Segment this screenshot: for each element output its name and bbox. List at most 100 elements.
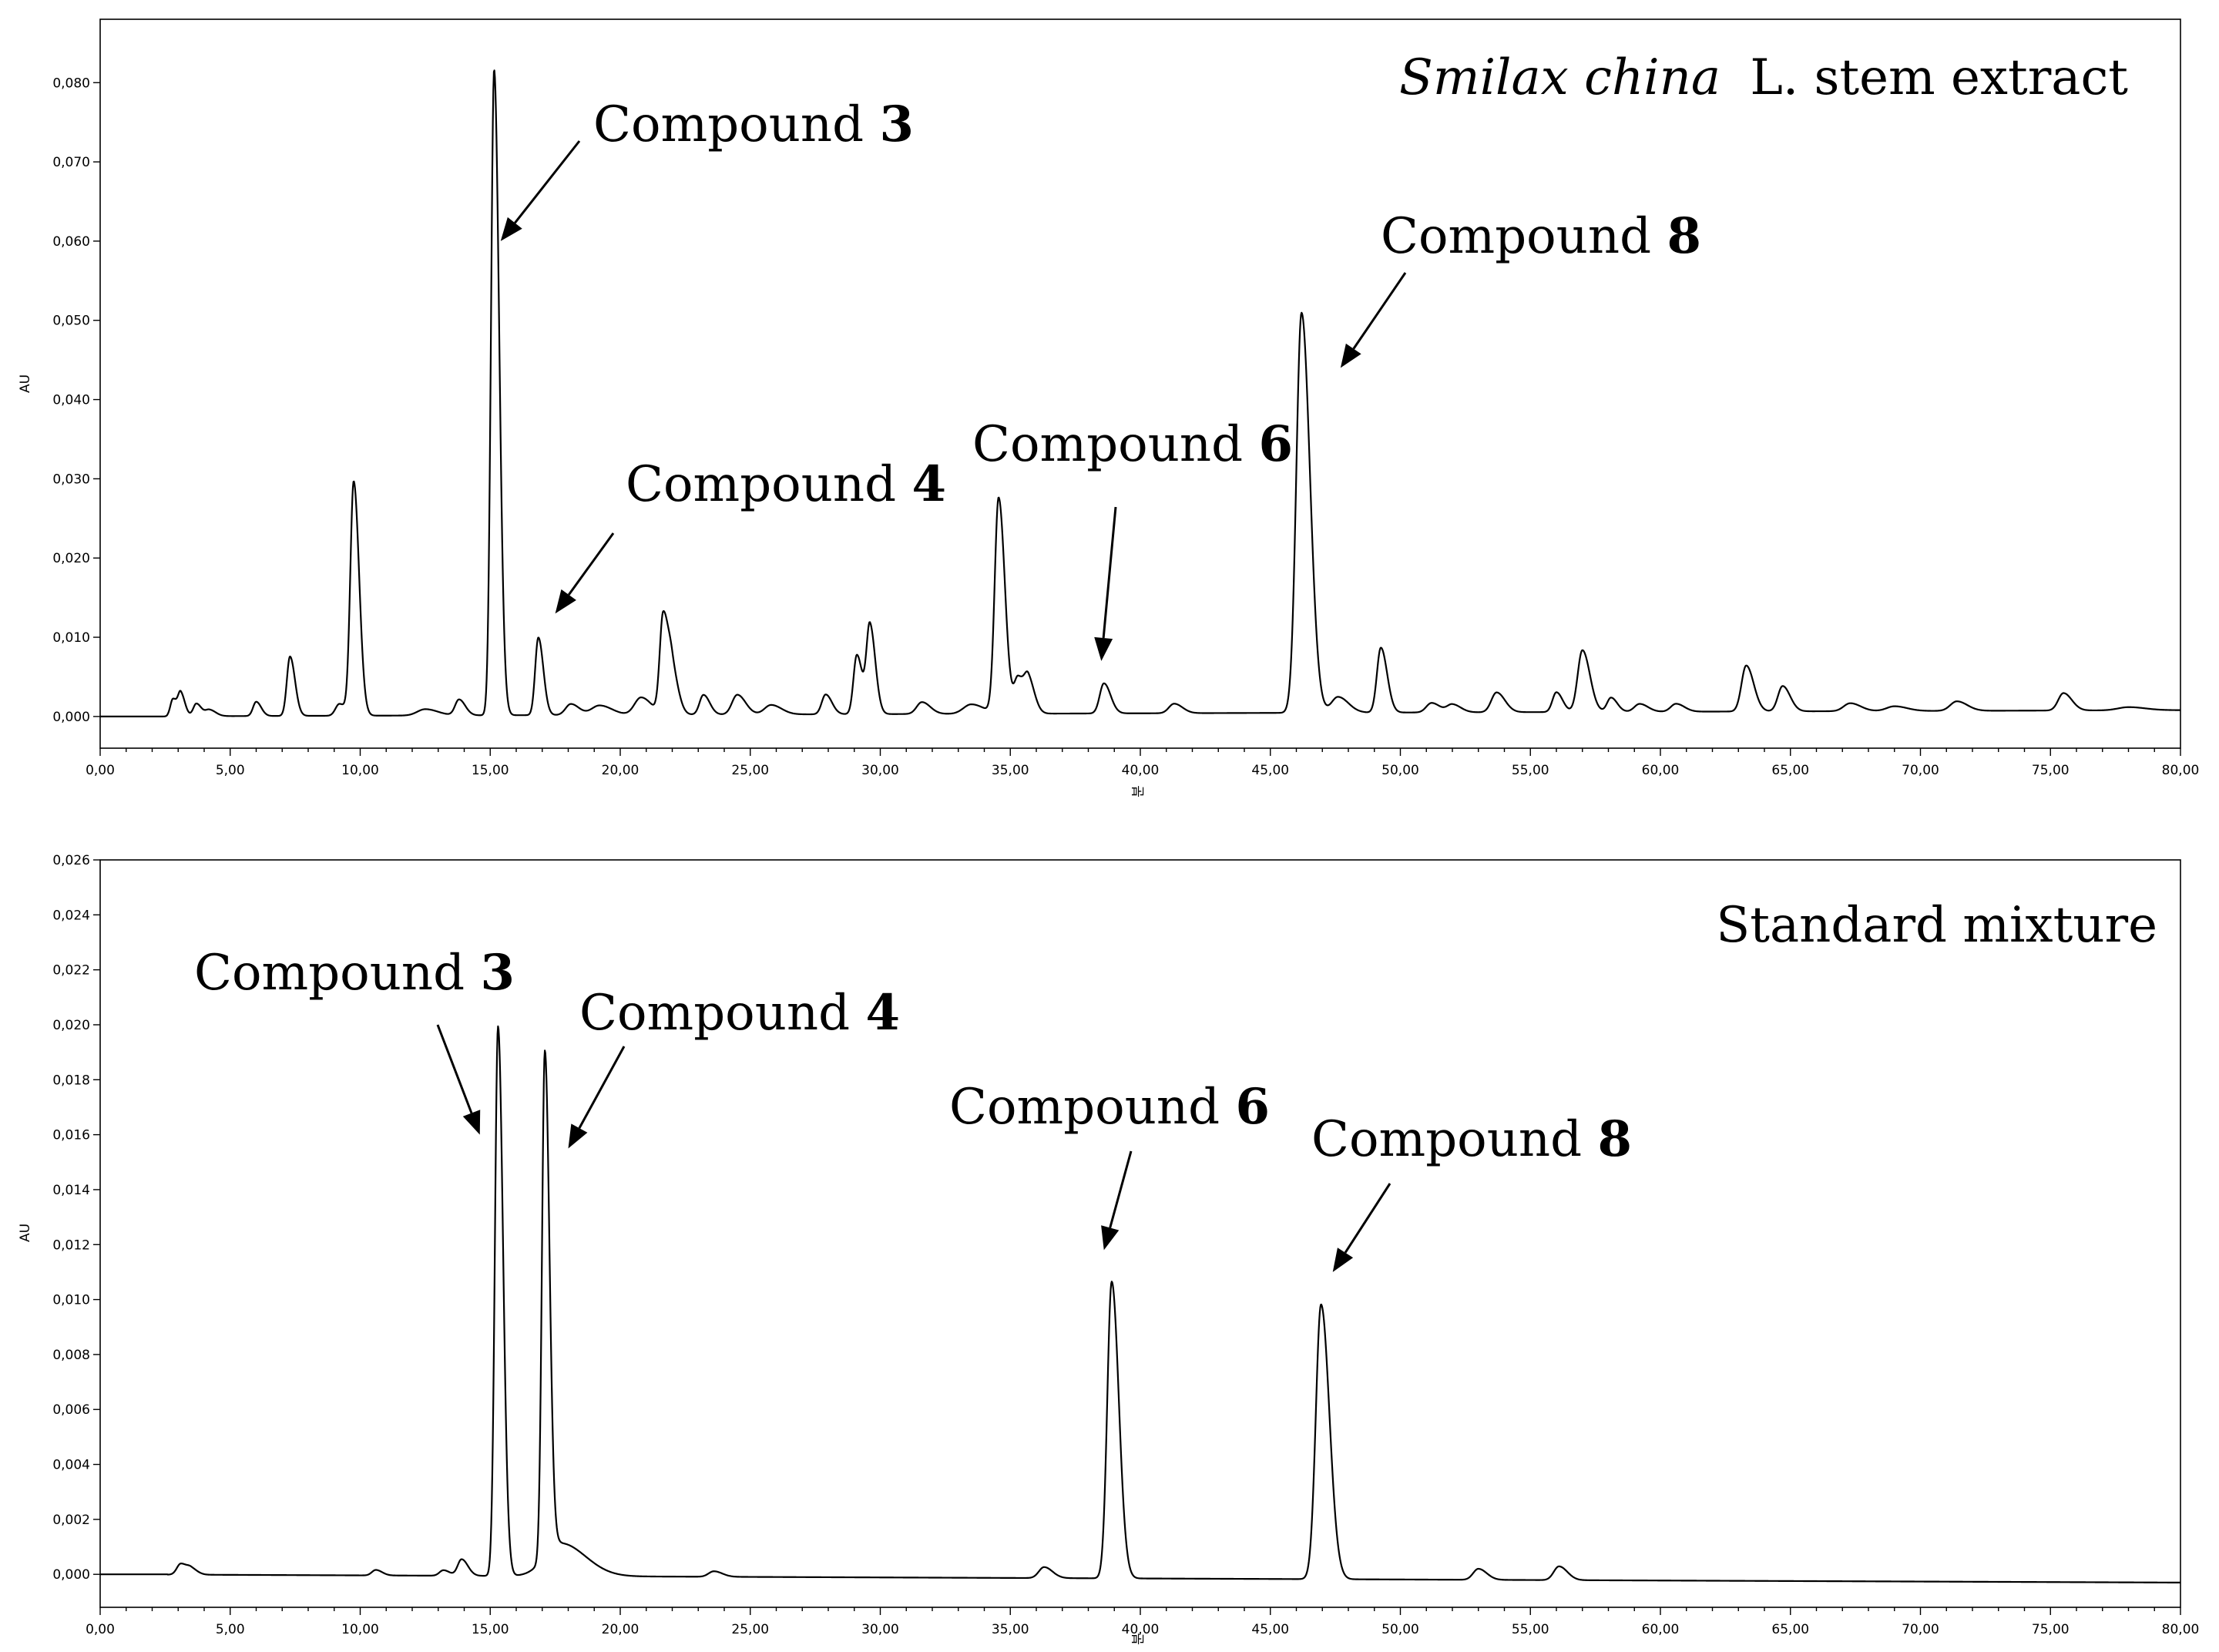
y-tick-label: 0,016 <box>52 1128 90 1143</box>
x-tick-label: 40,00 <box>1122 1622 1160 1637</box>
x-tick-label: 80,00 <box>2162 1622 2200 1637</box>
x-axis-label: 분 <box>1131 1633 1146 1645</box>
y-axis-label: AU <box>18 374 33 393</box>
y-tick-label: 0,040 <box>52 393 90 408</box>
y-axis: 0,000 0,002 0,004 0,006 0,008 0,010 0,012 0,014… <box>52 853 100 1583</box>
compound-6-label: Compound 6 <box>972 415 1293 473</box>
compound-8-label: Compound 8 <box>1381 207 1701 265</box>
annotation-arrow-head <box>1340 343 1361 368</box>
y-tick-label: 0,002 <box>52 1513 90 1528</box>
annotation-arrow-line <box>436 1024 473 1114</box>
panel-title: Smilax china L. stem extract <box>1399 49 2128 106</box>
y-tick-label: 0,080 <box>52 76 90 91</box>
x-tick-label: 45,00 <box>1251 763 1289 778</box>
x-tick-label: 55,00 <box>1512 1622 1549 1637</box>
y-tick-label: 0,020 <box>52 551 90 566</box>
x-tick-label: 65,00 <box>1771 763 1809 778</box>
x-tick-label: 5,00 <box>216 763 245 778</box>
chromatogram-panel-extract: 0,000 0,010 0,020 0,030 0,040 0,050 0,060 0,070… <box>18 18 2199 797</box>
x-tick-label: 15,00 <box>472 763 509 778</box>
y-tick-label: 0,030 <box>52 472 90 487</box>
panel-title-rest: L. stem extract <box>1750 49 2128 106</box>
y-tick-label: 0,020 <box>52 1018 90 1033</box>
annotation-arrow-head <box>1101 1225 1120 1251</box>
annotation-arrow-line <box>514 140 581 224</box>
x-tick-label: 60,00 <box>1642 763 1680 778</box>
x-tick-label: 0,00 <box>86 763 115 778</box>
annotation-arrow-head <box>568 1123 588 1149</box>
annotation-arrow-head <box>1094 636 1113 661</box>
x-tick-label: 70,00 <box>1902 1622 1939 1637</box>
y-tick-label: 0,004 <box>52 1458 90 1473</box>
x-tick-label: 5,00 <box>216 1622 245 1637</box>
x-tick-label: 0,00 <box>86 1622 115 1637</box>
chromatogram-trace <box>99 69 2181 717</box>
y-tick-label: 0,008 <box>52 1348 90 1363</box>
annotation-arrow-line <box>1344 1183 1391 1254</box>
chromatogram-trace <box>99 1025 2181 1583</box>
x-tick-label: 70,00 <box>1902 763 1939 778</box>
annotation-arrow-line <box>1352 272 1407 350</box>
x-axis-label: 분 <box>1131 785 1146 797</box>
annotation-arrow-line <box>1109 1150 1133 1228</box>
x-tick-label: 80,00 <box>2162 763 2200 778</box>
y-tick-label: 0,018 <box>52 1073 90 1088</box>
x-tick-label: 50,00 <box>1381 763 1419 778</box>
x-tick-label: 65,00 <box>1771 1622 1809 1637</box>
x-tick-label: 45,00 <box>1251 1622 1289 1637</box>
x-tick-label: 60,00 <box>1642 1622 1680 1637</box>
x-tick-label: 10,00 <box>341 763 379 778</box>
compound-4-label: Compound 4 <box>579 984 900 1042</box>
x-tick-label: 20,00 <box>602 1622 640 1637</box>
annotation-arrow-line <box>1102 506 1117 639</box>
x-tick-label: 55,00 <box>1512 763 1549 778</box>
x-tick-label: 30,00 <box>861 1622 899 1637</box>
peak-annotations: Compound 3 Compound 4 Compound 6 Compound 8 <box>500 96 1701 661</box>
x-tick-label: 10,00 <box>341 1622 379 1637</box>
y-tick-label: 0,014 <box>52 1183 90 1198</box>
annotation-arrow-line <box>578 1046 626 1129</box>
y-tick-label: 0,010 <box>52 630 90 646</box>
y-tick-label: 0,050 <box>52 314 90 329</box>
y-tick-label: 0,000 <box>52 710 90 725</box>
y-tick-label: 0,024 <box>52 908 90 923</box>
compound-4-label: Compound 4 <box>626 455 946 513</box>
y-tick-label: 0,060 <box>52 234 90 250</box>
x-tick-label: 40,00 <box>1122 763 1160 778</box>
panel-title: Standard mixture <box>1716 897 2157 954</box>
annotation-arrow-head <box>462 1110 481 1135</box>
annotation-arrow-line <box>567 532 615 596</box>
chromatogram-panel-standard: 0,000 0,002 0,004 0,006 0,008 0,010 0,012 0,014… <box>18 853 2199 1645</box>
y-tick-label: 0,070 <box>52 155 90 170</box>
annotation-arrow-head <box>500 217 522 241</box>
annotation-arrow-head <box>1332 1247 1354 1272</box>
x-tick-label: 25,00 <box>731 763 769 778</box>
compound-8-label: Compound 8 <box>1311 1110 1632 1168</box>
y-tick-label: 0,012 <box>52 1237 90 1253</box>
x-tick-label: 35,00 <box>992 763 1029 778</box>
x-tick-label: 75,00 <box>2032 1622 2070 1637</box>
y-tick-label: 0,026 <box>52 853 90 868</box>
x-tick-label: 15,00 <box>472 1622 509 1637</box>
x-tick-label: 25,00 <box>731 1622 769 1637</box>
compound-3-label: Compound 3 <box>194 944 515 1002</box>
x-axis: 0,00 5,00 10,00 15,00 20,00 25,00 30,00 35,00 40… <box>86 748 2199 778</box>
plot-frame <box>99 18 2181 749</box>
peak-annotations: Compound 3 Compound 4 Compound 6 Compound 8 <box>194 944 1632 1272</box>
x-tick-label: 75,00 <box>2032 763 2070 778</box>
panel-title-italic: Smilax china <box>1399 49 1720 106</box>
y-tick-label: 0,022 <box>52 963 90 979</box>
y-tick-label: 0,000 <box>52 1567 90 1583</box>
y-axis-label: AU <box>18 1224 33 1242</box>
x-tick-label: 35,00 <box>992 1622 1029 1637</box>
annotation-arrow-head <box>555 589 576 614</box>
y-tick-label: 0,006 <box>52 1402 90 1418</box>
compound-6-label: Compound 6 <box>949 1078 1270 1136</box>
y-axis: 0,000 0,010 0,020 0,030 0,040 0,050 0,060 0,070… <box>52 76 100 725</box>
x-tick-label: 30,00 <box>861 763 899 778</box>
y-tick-label: 0,010 <box>52 1293 90 1308</box>
x-tick-label: 50,00 <box>1381 1622 1419 1637</box>
compound-3-label: Compound 3 <box>593 96 914 153</box>
x-tick-label: 20,00 <box>602 763 640 778</box>
x-axis: 0,00 5,00 10,00 15,00 20,00 25,00 30,00 35,00 40… <box>86 1607 2199 1637</box>
